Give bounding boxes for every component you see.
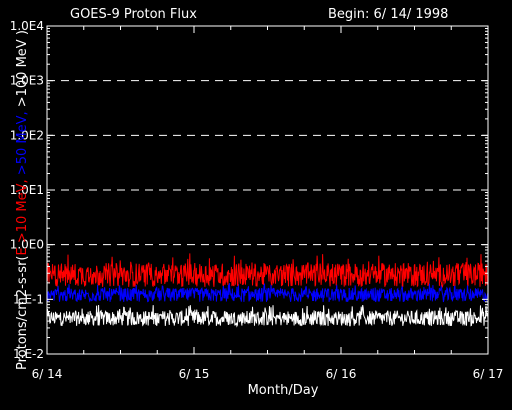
x-tick-label: 6/ 16	[326, 367, 357, 381]
y-axis-label-part: Protons/cm2-s-sr(	[15, 256, 30, 371]
y-axis-label-part: >100 MeV )	[15, 30, 30, 107]
x-axis-label: Month/Day	[248, 383, 319, 398]
y-tick-label: 1.0E4	[10, 19, 44, 33]
series-line-10MeVmev	[46, 253, 489, 288]
x-tick-label: 6/ 15	[179, 367, 210, 381]
series-line-100MeVmev	[46, 304, 489, 328]
y-tick-label: 1.E-1	[13, 292, 44, 306]
y-tick-label: 1.0E0	[10, 238, 44, 252]
gridlines	[47, 80, 488, 246]
x-tick-label: 6/ 17	[473, 367, 504, 381]
x-tick-label: 6/ 14	[32, 367, 63, 381]
y-axis-label-part: E >10 MeV,	[15, 175, 30, 255]
y-tick-label: 1.0E1	[10, 183, 44, 197]
y-axis-label-part: >50 MeV,	[15, 107, 30, 175]
series-layer	[46, 253, 489, 328]
y-axis-label: Protons/cm2-s-sr(E >10 MeV, >50 MeV, >10…	[15, 30, 30, 370]
chart-subtitle: Begin: 6/ 14/ 1998	[328, 7, 448, 22]
x-axis-ticks: 6/ 14 6/ 15 6/ 16 6/ 17	[32, 26, 504, 381]
y-tick-label: 1.E-2	[13, 347, 44, 361]
y-axis-ticks: 1.E-2 1.E-1 1.0E0 1.0E1 1.0E2 1.0E3 1.0E4	[10, 19, 488, 361]
plot-frame	[46, 25, 489, 355]
y-tick-label: 1.0E2	[10, 128, 44, 142]
y-tick-label: 1.0E3	[10, 74, 44, 88]
chart-title: GOES-9 Proton Flux	[70, 7, 197, 22]
series-line-50MeVmev	[46, 283, 489, 303]
